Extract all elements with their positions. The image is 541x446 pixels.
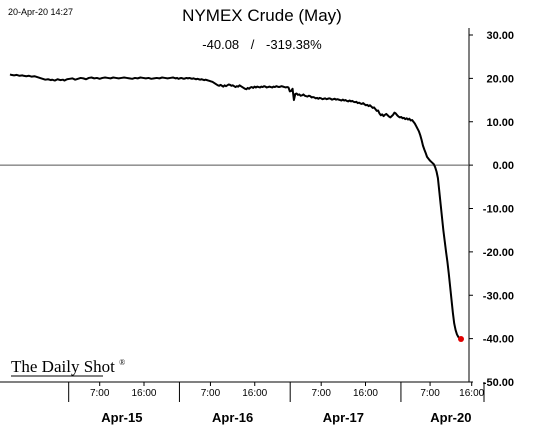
- x-axis: 7:00 16:00 Apr-15 7:00 16:00 Apr-16 7:00 16:00 A…: [68, 382, 485, 425]
- series-group: [9, 73, 464, 342]
- y-tick-label: -30.00: [483, 290, 514, 302]
- x-day-label: Apr-20: [430, 410, 471, 425]
- price-line: [9, 73, 462, 340]
- x-time-label: 16:00: [242, 388, 267, 399]
- x-time-label: 7:00: [420, 388, 440, 399]
- x-day-label: Apr-17: [323, 410, 364, 425]
- x-time-label: 7:00: [311, 388, 331, 399]
- y-tick-label: -50.00: [483, 377, 514, 389]
- x-time-label: 7:00: [90, 388, 110, 399]
- y-tick-label: -10.00: [483, 204, 514, 216]
- y-tick-label: 0.00: [493, 160, 514, 172]
- chart-title: NYMEX Crude (May): [182, 6, 342, 25]
- subtitle-value: -40.08: [202, 37, 239, 52]
- x-time-label: 7:00: [201, 388, 221, 399]
- timestamp: 20-Apr-20 14:27: [8, 7, 73, 17]
- x-time-label: 16:00: [131, 388, 156, 399]
- subtitle-change: -319.38%: [266, 37, 322, 52]
- source-name: The Daily Shot: [11, 357, 115, 376]
- x-day-label: Apr-15: [101, 410, 142, 425]
- chart-subtitle: -40.08 / -319.38%: [202, 37, 322, 52]
- x-day-label: Apr-16: [212, 410, 253, 425]
- y-tick-label: -40.00: [483, 334, 514, 346]
- last-point-marker: [458, 335, 464, 342]
- source-logo: The Daily Shot ®: [11, 357, 125, 376]
- y-axis-ticks: 30.00 20.00 10.00 0.00 -10.00 -20.00 -30.00 -40…: [469, 30, 514, 389]
- y-tick-label: -20.00: [483, 247, 514, 259]
- y-tick-label: 20.00: [486, 73, 514, 85]
- x-time-label: 16:00: [459, 388, 484, 399]
- y-tick-label: 10.00: [486, 117, 514, 129]
- subtitle-separator: /: [251, 37, 255, 52]
- y-tick-label: 30.00: [486, 30, 514, 42]
- source-mark: ®: [119, 358, 125, 367]
- x-time-label: 16:00: [353, 388, 378, 399]
